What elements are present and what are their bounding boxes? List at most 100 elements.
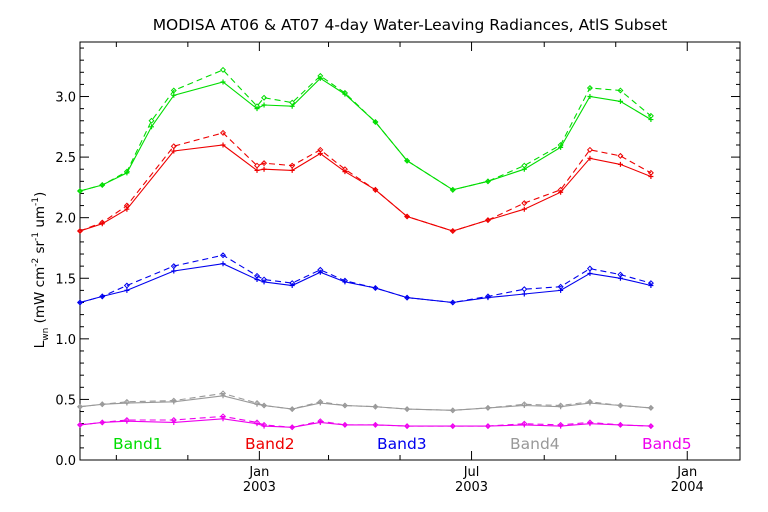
band3-at06-point	[521, 291, 527, 297]
band1-at06-point	[450, 187, 456, 193]
band1-at06-point	[648, 117, 654, 123]
band2-at06-point	[124, 206, 130, 212]
y-tick-label: 0.5	[55, 393, 76, 408]
band2-at06-point	[254, 167, 260, 173]
band2-at06-point	[261, 166, 267, 172]
band3-at06-point	[289, 283, 295, 289]
band5-at06-point	[254, 421, 260, 427]
band1-at07-point	[170, 87, 177, 94]
band5-at06-point	[77, 422, 83, 428]
band1-at06-point	[558, 144, 564, 150]
band2-at07-point	[289, 162, 296, 169]
band5-at06-point	[404, 423, 410, 429]
band2-at06-point	[77, 228, 83, 234]
band5-at06-point	[617, 422, 623, 428]
band1-at06-point	[171, 92, 177, 98]
band3-at07-point	[123, 282, 130, 289]
band5-at06-point	[485, 423, 491, 429]
band5-at06-point	[558, 423, 564, 429]
band4-at07-point	[220, 390, 227, 397]
y-axis-label-units: (mW cm	[32, 267, 48, 328]
band3-at06-point	[99, 293, 105, 299]
band3-at06-point	[617, 275, 623, 281]
band2-at06-point	[450, 228, 456, 234]
band1-at07-point	[261, 94, 268, 101]
band3-at06-point	[171, 268, 177, 274]
x-tick-month: Jan	[676, 465, 697, 480]
y-axis-label-subscript: wn	[41, 328, 51, 341]
band1-at06-point	[99, 182, 105, 188]
band3-at06-point	[485, 295, 491, 301]
band-label-band1: Band1	[113, 435, 163, 453]
band4-at06-point	[648, 405, 654, 411]
band1-at06-point	[342, 91, 348, 97]
band5-at06-point	[342, 422, 348, 428]
band3-at06-point	[317, 269, 323, 275]
axes-group: 0.00.51.01.52.02.53.0Jan2003Jul2003Jan20…	[55, 41, 741, 495]
band1-at07-point	[647, 112, 654, 119]
band4-at06-point	[317, 400, 323, 406]
band1-at07-point	[289, 99, 296, 106]
band1-at06-point	[317, 75, 323, 81]
band1-at07-point	[220, 66, 227, 73]
band5-at07-point	[170, 417, 177, 424]
band-label-band4: Band4	[510, 435, 560, 453]
chart-title: MODISA AT06 & AT07 4-day Water-Leaving R…	[153, 16, 668, 34]
band1-at06-point	[124, 170, 130, 176]
band4-at06-point	[254, 401, 260, 407]
band2-at06-point	[99, 221, 105, 227]
series-group	[76, 66, 654, 431]
band-label-band2: Band2	[245, 435, 295, 453]
band5-at06-point	[220, 416, 226, 422]
band3-at06-point	[450, 299, 456, 305]
band2-at06-point	[587, 155, 593, 161]
band1-at07-point	[521, 162, 528, 169]
band5-at06-point	[648, 423, 654, 429]
band4-at06-point	[220, 393, 226, 399]
band1-at06-line	[79, 77, 652, 192]
band1-at07-point	[317, 72, 324, 79]
band1-at07-line	[79, 69, 652, 192]
band5-at06-point	[521, 422, 527, 428]
band1-at06-point	[521, 166, 527, 172]
band3-at07-point	[170, 263, 177, 270]
band3-at06-point	[220, 261, 226, 267]
band-labels-group: Band1 Band2 Band3 Band4 Band5	[113, 435, 692, 453]
band1-at06-point	[77, 188, 83, 194]
band1-at06-point	[372, 119, 378, 125]
band3-at07-point	[261, 276, 268, 283]
band3-at07-point	[586, 265, 593, 272]
band2-at07-point	[521, 200, 528, 207]
band2-at06-point	[342, 169, 348, 175]
band2-at06-point	[171, 148, 177, 154]
band2-at07-point	[617, 152, 624, 159]
band1-at06-point	[404, 158, 410, 164]
x-tick-month: Jul	[463, 465, 480, 480]
band2-at06-point	[485, 217, 491, 223]
band3-at06-point	[558, 287, 564, 293]
band2-at06-point	[521, 206, 527, 212]
band1-at07-point	[586, 85, 593, 92]
band4-at06-point	[124, 400, 130, 406]
band5-at06-point	[450, 423, 456, 429]
band3-at07-point	[617, 271, 624, 278]
band3-at06-point	[254, 276, 260, 282]
band4-at06-point	[261, 402, 267, 408]
plot-frame	[79, 41, 741, 461]
band2-at06-point	[317, 150, 323, 156]
band3-at07-point	[557, 283, 564, 290]
band1-at06-point	[617, 98, 623, 104]
y-axis-label-symbol: L	[32, 340, 48, 348]
band5-at06-point	[289, 424, 295, 430]
band1-at06-point	[587, 94, 593, 100]
band2-at06-point	[372, 187, 378, 193]
band4-at06-point	[289, 406, 295, 412]
svg-text:Lwn (mW cm-2 sr-1 um-1): Lwn (mW cm-2 sr-1 um-1)	[31, 192, 51, 349]
band2-at06-point	[289, 167, 295, 173]
band1-at06-point	[261, 102, 267, 108]
band2-at07-point	[220, 129, 227, 136]
band3-at07-point	[647, 280, 654, 287]
y-tick-label: 1.0	[55, 333, 76, 348]
